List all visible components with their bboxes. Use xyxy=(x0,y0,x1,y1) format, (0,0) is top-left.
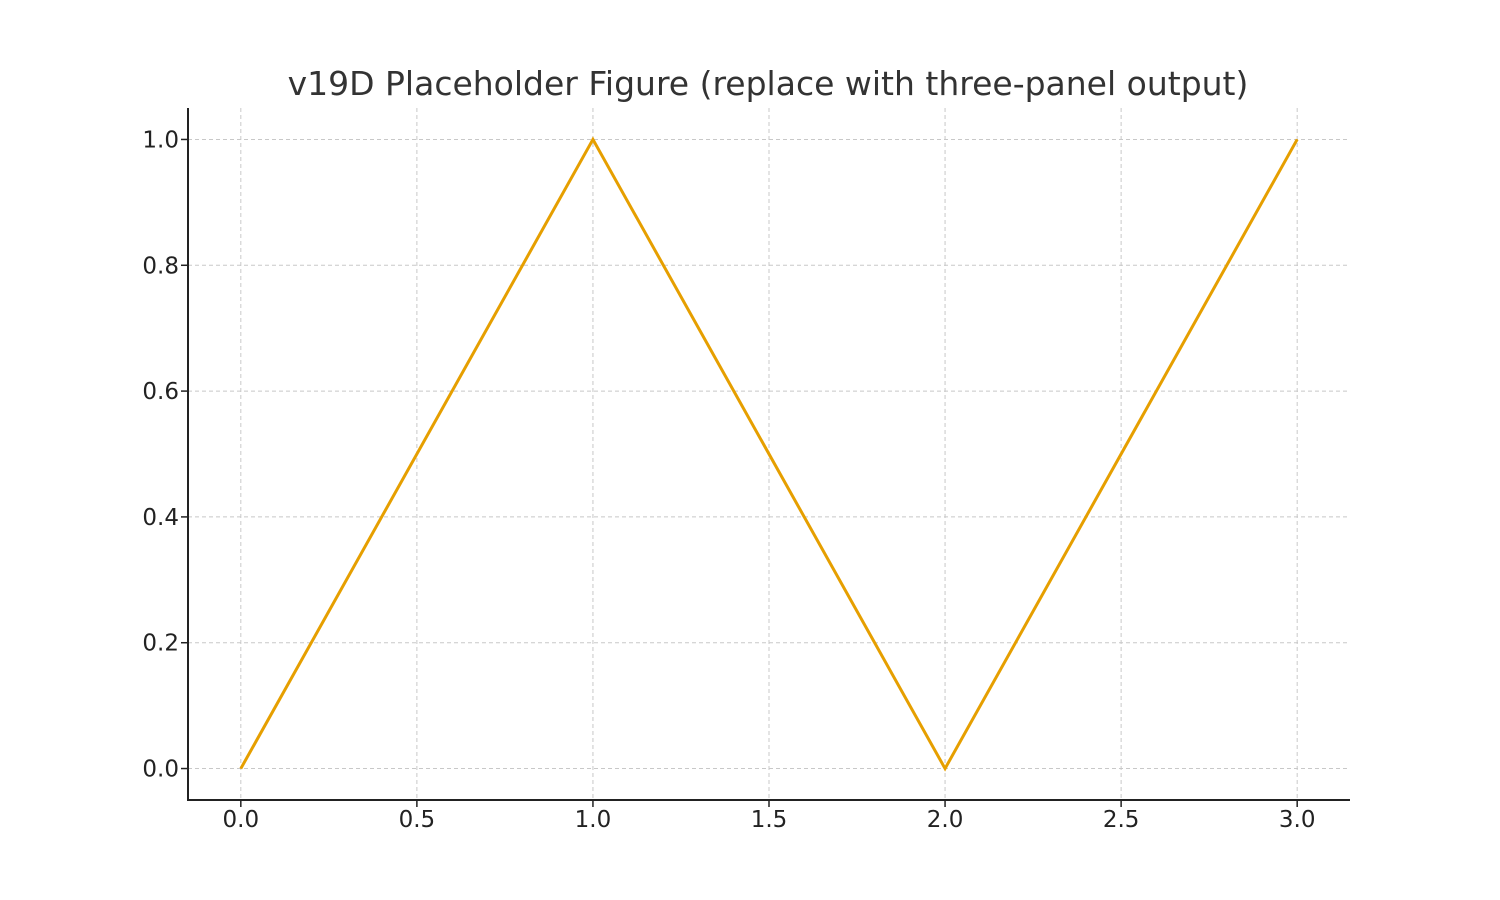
y-tick-label: 0.2 xyxy=(142,631,179,657)
data-point xyxy=(1296,138,1298,140)
data-point xyxy=(240,768,242,770)
y-tick-label: 0.6 xyxy=(142,379,179,405)
y-tick-label: 0.8 xyxy=(142,253,179,279)
x-tick-label: 0.0 xyxy=(223,807,260,833)
x-tick-label: 1.5 xyxy=(751,807,788,833)
data-point xyxy=(592,138,594,140)
data-point xyxy=(944,768,946,770)
series-layer xyxy=(239,136,1299,772)
x-tick-label: 3.0 xyxy=(1279,807,1316,833)
y-tick-label: 0.4 xyxy=(142,505,179,531)
tick-labels: 0.0 0.5 1.0 1.5 2.0 2.5 3.0 0.0 0.2 0.4 0.6 0.8 1.0 xyxy=(142,127,1315,833)
x-tick-label: 2.5 xyxy=(1103,807,1140,833)
y-tick-label: 1.0 xyxy=(142,127,179,153)
x-tick-label: 0.5 xyxy=(399,807,436,833)
y-tick-label: 0.0 xyxy=(142,757,179,783)
chart-title: v19D Placeholder Figure (replace with th… xyxy=(288,64,1249,103)
axes xyxy=(181,108,1350,807)
x-tick-label: 1.0 xyxy=(575,807,612,833)
series-line xyxy=(239,136,1299,772)
x-tick-label: 2.0 xyxy=(927,807,964,833)
